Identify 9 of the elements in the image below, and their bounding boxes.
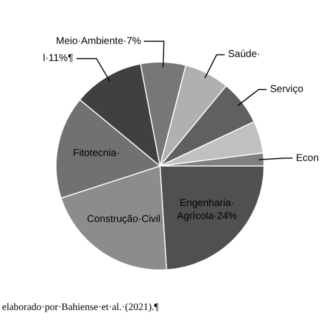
slice-label: Serviço — [270, 84, 304, 95]
text: elaborado·por·Bahiense·et·al.·(2021).¶ — [2, 302, 160, 313]
slice-label: Meio·Ambiente·7% — [56, 36, 142, 47]
slice-label: l·11%¶ — [43, 53, 74, 64]
slice-label: Saúde· — [228, 49, 260, 60]
slice-label: Engenharia· Agrícola·24% — [177, 198, 238, 222]
slice-label: Econ — [296, 153, 319, 164]
slice-label: Construção·Civil — [87, 214, 160, 225]
slice-label: Fitotecnia· — [73, 148, 120, 159]
